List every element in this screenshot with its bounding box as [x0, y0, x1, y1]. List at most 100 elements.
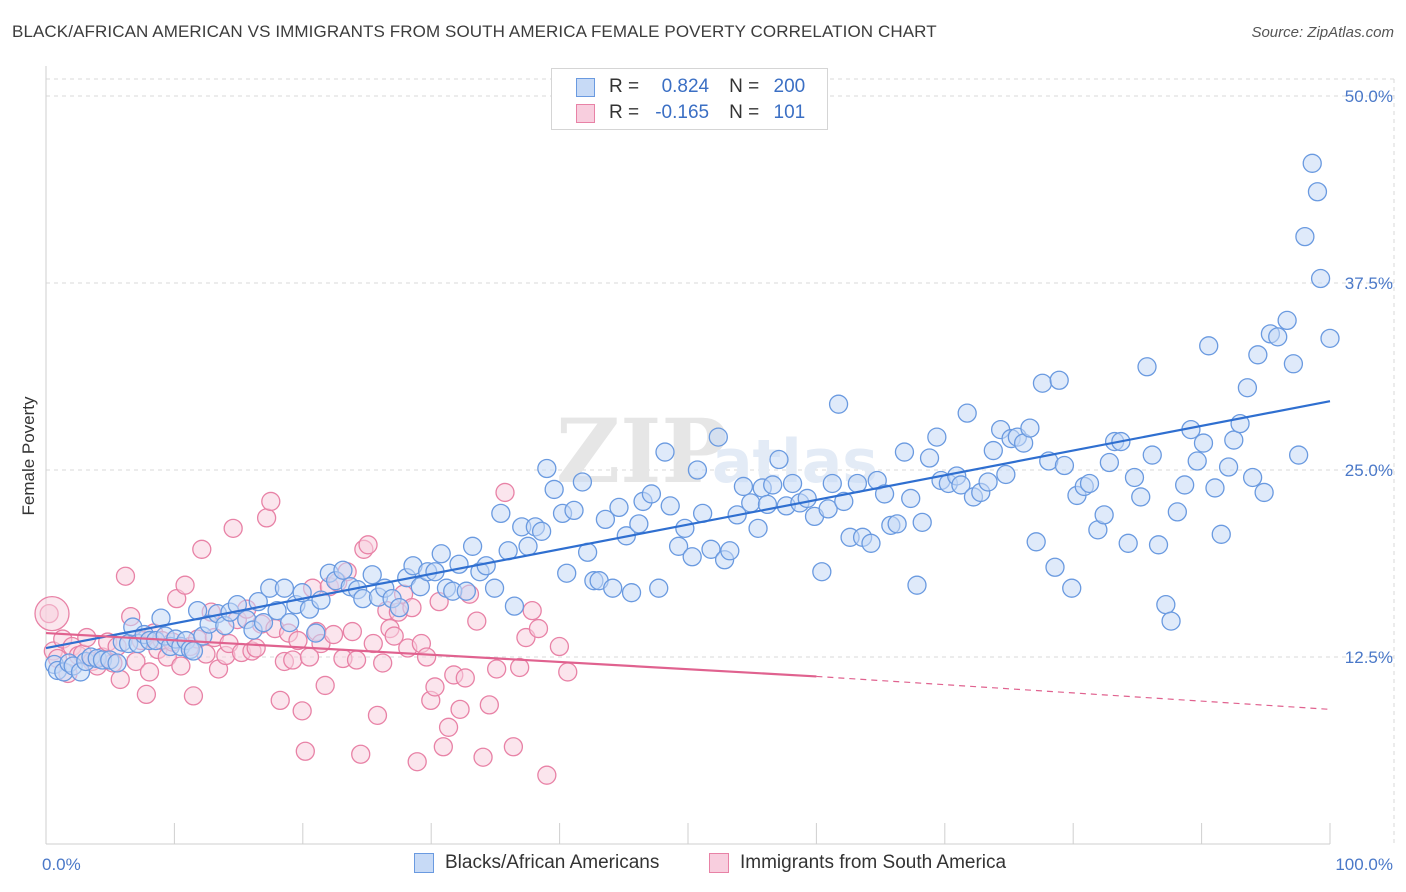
data-point	[595, 509, 616, 530]
bottom-legend-pink: Immigrants from South America	[709, 852, 1006, 874]
legend-n-label: N =	[729, 102, 760, 123]
y-tick-label: 37.5%	[1345, 274, 1393, 293]
data-point	[342, 621, 363, 642]
data-point	[603, 578, 623, 598]
axes	[45, 66, 1331, 845]
data-point	[983, 440, 1003, 461]
legend-r-label: R =	[609, 102, 640, 123]
data-point	[518, 536, 538, 556]
data-point	[183, 686, 204, 706]
data-point	[455, 668, 475, 688]
data-point	[978, 472, 998, 492]
data-point	[748, 518, 768, 538]
data-point	[333, 560, 353, 580]
legend-n-label: N =	[729, 76, 760, 97]
correlation-legend: R = 0.824 N = 200 R = -0.165 N = 101	[551, 68, 828, 130]
data-point	[649, 578, 669, 598]
data-point	[1167, 502, 1187, 522]
data-point	[557, 563, 577, 583]
data-point	[433, 737, 453, 757]
data-point	[1142, 445, 1162, 465]
data-point	[306, 623, 326, 643]
data-point	[1026, 532, 1046, 552]
blue-trend-line	[45, 400, 1331, 650]
data-point	[1310, 268, 1331, 289]
data-point	[720, 541, 740, 561]
data-point	[907, 575, 927, 595]
data-point	[668, 536, 689, 556]
data-point	[655, 442, 675, 462]
data-point	[894, 442, 915, 462]
data-point	[782, 473, 803, 494]
data-point	[1175, 475, 1195, 495]
data-point	[171, 656, 191, 676]
data-point	[473, 747, 493, 767]
data-point	[479, 695, 499, 715]
data-point	[1124, 467, 1145, 488]
bottom-legend-blue-label: Blacks/African Americans	[445, 852, 660, 873]
data-point	[151, 608, 171, 628]
data-point	[797, 488, 817, 509]
data-point	[315, 675, 335, 696]
data-point	[1288, 445, 1309, 465]
data-point	[416, 647, 437, 667]
data-point	[358, 535, 378, 555]
data-point	[1283, 354, 1304, 374]
data-point	[270, 690, 290, 711]
data-point	[288, 630, 308, 651]
data-point	[484, 578, 505, 598]
y-tick-label: 50.0%	[1345, 87, 1393, 106]
data-point	[110, 669, 130, 690]
data-point	[957, 403, 977, 423]
data-point	[373, 653, 393, 673]
data-point	[609, 497, 629, 518]
data-point	[812, 562, 832, 582]
data-point	[139, 662, 160, 682]
data-point	[708, 427, 728, 447]
data-point	[295, 741, 315, 761]
y-tick-label: 12.5%	[1345, 648, 1393, 667]
data-point	[763, 475, 783, 495]
legend-r-value: 0.824	[661, 76, 710, 97]
data-point	[175, 575, 195, 595]
data-point	[558, 662, 578, 682]
data-point	[1049, 370, 1069, 390]
data-point	[919, 448, 940, 468]
data-point	[223, 518, 243, 538]
data-point	[510, 657, 530, 678]
data-point	[267, 600, 287, 621]
data-point	[346, 650, 367, 670]
data-point	[901, 488, 921, 509]
blue-series-points	[44, 153, 1340, 682]
data-point	[1054, 455, 1075, 476]
data-point	[1205, 478, 1225, 498]
data-point	[389, 597, 410, 618]
y-tick-label: 25.0%	[1345, 461, 1393, 480]
trend-lines	[45, 400, 1331, 710]
data-point	[115, 566, 136, 586]
data-point	[1099, 452, 1120, 473]
data-point	[1199, 336, 1219, 356]
y-tick-labels: 12.5% 25.0% 37.5% 50.0%	[1345, 87, 1393, 667]
data-point	[1187, 451, 1207, 471]
chart-title: BLACK/AFRICAN AMERICAN VS IMMIGRANTS FRO…	[12, 22, 937, 41]
data-point	[861, 533, 881, 553]
data-point	[818, 499, 838, 519]
data-point	[912, 512, 932, 533]
data-point	[549, 636, 570, 657]
data-point	[1237, 378, 1258, 398]
legend-r-label: R =	[609, 76, 640, 97]
data-point	[323, 624, 344, 645]
pink-swatch-icon	[576, 103, 595, 123]
data-point	[769, 449, 789, 470]
x-tick-label: 0.0%	[42, 855, 81, 874]
data-point	[283, 650, 303, 670]
data-point	[1148, 535, 1169, 555]
data-point	[407, 752, 427, 772]
x-tick-labels: 0.0% 100.0%	[42, 855, 1393, 874]
data-point	[641, 484, 662, 504]
data-point	[887, 514, 907, 534]
data-point	[621, 583, 642, 603]
legend-row-pink: R = -0.165 N = 101	[576, 101, 805, 125]
